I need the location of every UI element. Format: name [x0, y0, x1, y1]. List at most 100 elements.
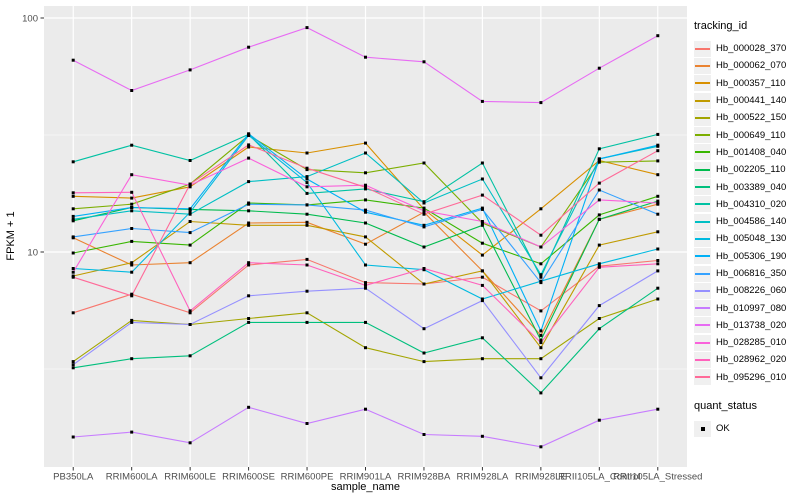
data-point	[539, 262, 543, 266]
data-point	[188, 68, 192, 72]
legend-key-color-line	[695, 151, 710, 154]
data-point	[480, 161, 484, 165]
data-point	[188, 210, 192, 214]
data-point	[305, 311, 309, 315]
data-point	[597, 418, 601, 422]
data-point	[539, 207, 543, 211]
data-point	[480, 434, 484, 438]
legend-key-line-icon	[694, 92, 711, 109]
legend-item-quant-OK: OK	[694, 420, 798, 437]
legend-item-label: Hb_095296_010	[716, 371, 787, 383]
data-point	[71, 214, 75, 218]
data-point	[480, 241, 484, 245]
legend-key-line-icon	[694, 196, 711, 213]
data-point	[656, 34, 660, 38]
data-point	[539, 281, 543, 285]
data-point	[247, 221, 251, 225]
data-point	[539, 245, 543, 249]
legend-key-line-icon	[694, 317, 711, 334]
data-point	[422, 223, 426, 227]
legend-item-label: Hb_005306_190	[716, 250, 787, 262]
data-point	[539, 346, 543, 350]
data-point	[539, 333, 543, 337]
data-point	[480, 299, 484, 303]
data-point	[305, 220, 309, 224]
data-point	[422, 60, 426, 64]
data-point	[656, 297, 660, 301]
data-point	[364, 221, 367, 225]
legend-item-label: Hb_005048_130	[716, 233, 787, 245]
data-point	[656, 407, 660, 411]
y-axis-title: FPKM + 1	[5, 211, 17, 261]
data-point	[539, 338, 543, 342]
legend-key-color-line	[695, 186, 710, 189]
data-point	[597, 217, 601, 221]
data-point	[247, 209, 251, 213]
data-point	[422, 206, 426, 210]
data-point	[364, 151, 367, 155]
legend-key-color-line	[695, 289, 710, 292]
data-point	[597, 66, 601, 70]
data-point	[247, 202, 251, 206]
data-point	[305, 289, 309, 293]
legend-key-line-icon	[694, 334, 711, 351]
data-point	[188, 212, 192, 216]
data-point	[130, 318, 134, 322]
data-point	[188, 261, 192, 265]
legend-key-line-icon	[694, 248, 711, 265]
data-point	[656, 269, 660, 273]
data-point	[130, 357, 134, 361]
data-point	[364, 263, 367, 267]
data-point	[188, 182, 192, 186]
data-point	[364, 235, 367, 239]
data-point	[247, 133, 251, 137]
data-point	[539, 341, 543, 345]
legend-item-Hb_028285_010: Hb_028285_010	[694, 334, 798, 351]
x-tick-label: PB350LA	[53, 472, 94, 483]
data-point	[539, 233, 543, 237]
data-point	[422, 433, 426, 436]
legend-item-label: Hb_004310_020	[716, 198, 787, 210]
data-point	[597, 198, 601, 202]
data-point	[364, 320, 367, 324]
data-point	[480, 177, 484, 181]
data-point	[305, 185, 309, 189]
data-point	[422, 225, 426, 229]
x-tick-label: RRIM600LA	[106, 472, 158, 483]
data-point	[305, 212, 309, 216]
legend-item-label: Hb_004586_140	[716, 216, 787, 228]
data-point	[597, 147, 601, 151]
data-point	[130, 143, 134, 147]
x-tick-label: RRII105LA_Stressed	[613, 472, 702, 483]
data-point	[422, 282, 426, 286]
data-point	[130, 196, 134, 200]
data-point	[422, 360, 426, 364]
legend-key-line-icon	[694, 161, 711, 178]
legend-item-label: Hb_000522_150	[716, 112, 787, 124]
data-point	[422, 209, 426, 213]
data-point	[422, 351, 426, 355]
data-point	[480, 193, 484, 197]
data-point	[364, 208, 367, 212]
legend-item-Hb_005306_190: Hb_005306_190	[694, 248, 798, 265]
data-point	[130, 294, 134, 298]
data-point	[597, 213, 601, 217]
legend-item-Hb_000028_370: Hb_000028_370	[694, 40, 798, 57]
legend-key-color-line	[695, 324, 710, 327]
data-point	[656, 199, 660, 203]
legend-item-label: Hb_000028_370	[716, 43, 787, 55]
data-point	[247, 143, 251, 147]
legend-key-color-line	[695, 168, 710, 171]
data-point	[422, 212, 426, 216]
legend-item-Hb_008226_060: Hb_008226_060	[694, 282, 798, 299]
legend-item-label: Hb_013738_020	[716, 319, 787, 331]
data-point	[130, 227, 134, 230]
data-point	[480, 220, 484, 223]
data-point	[188, 185, 192, 189]
data-point	[539, 329, 543, 333]
data-point	[480, 253, 484, 257]
x-tick-label: RRIM928LE	[515, 472, 567, 483]
data-point	[480, 207, 484, 211]
legend-key-line-icon	[694, 351, 711, 368]
